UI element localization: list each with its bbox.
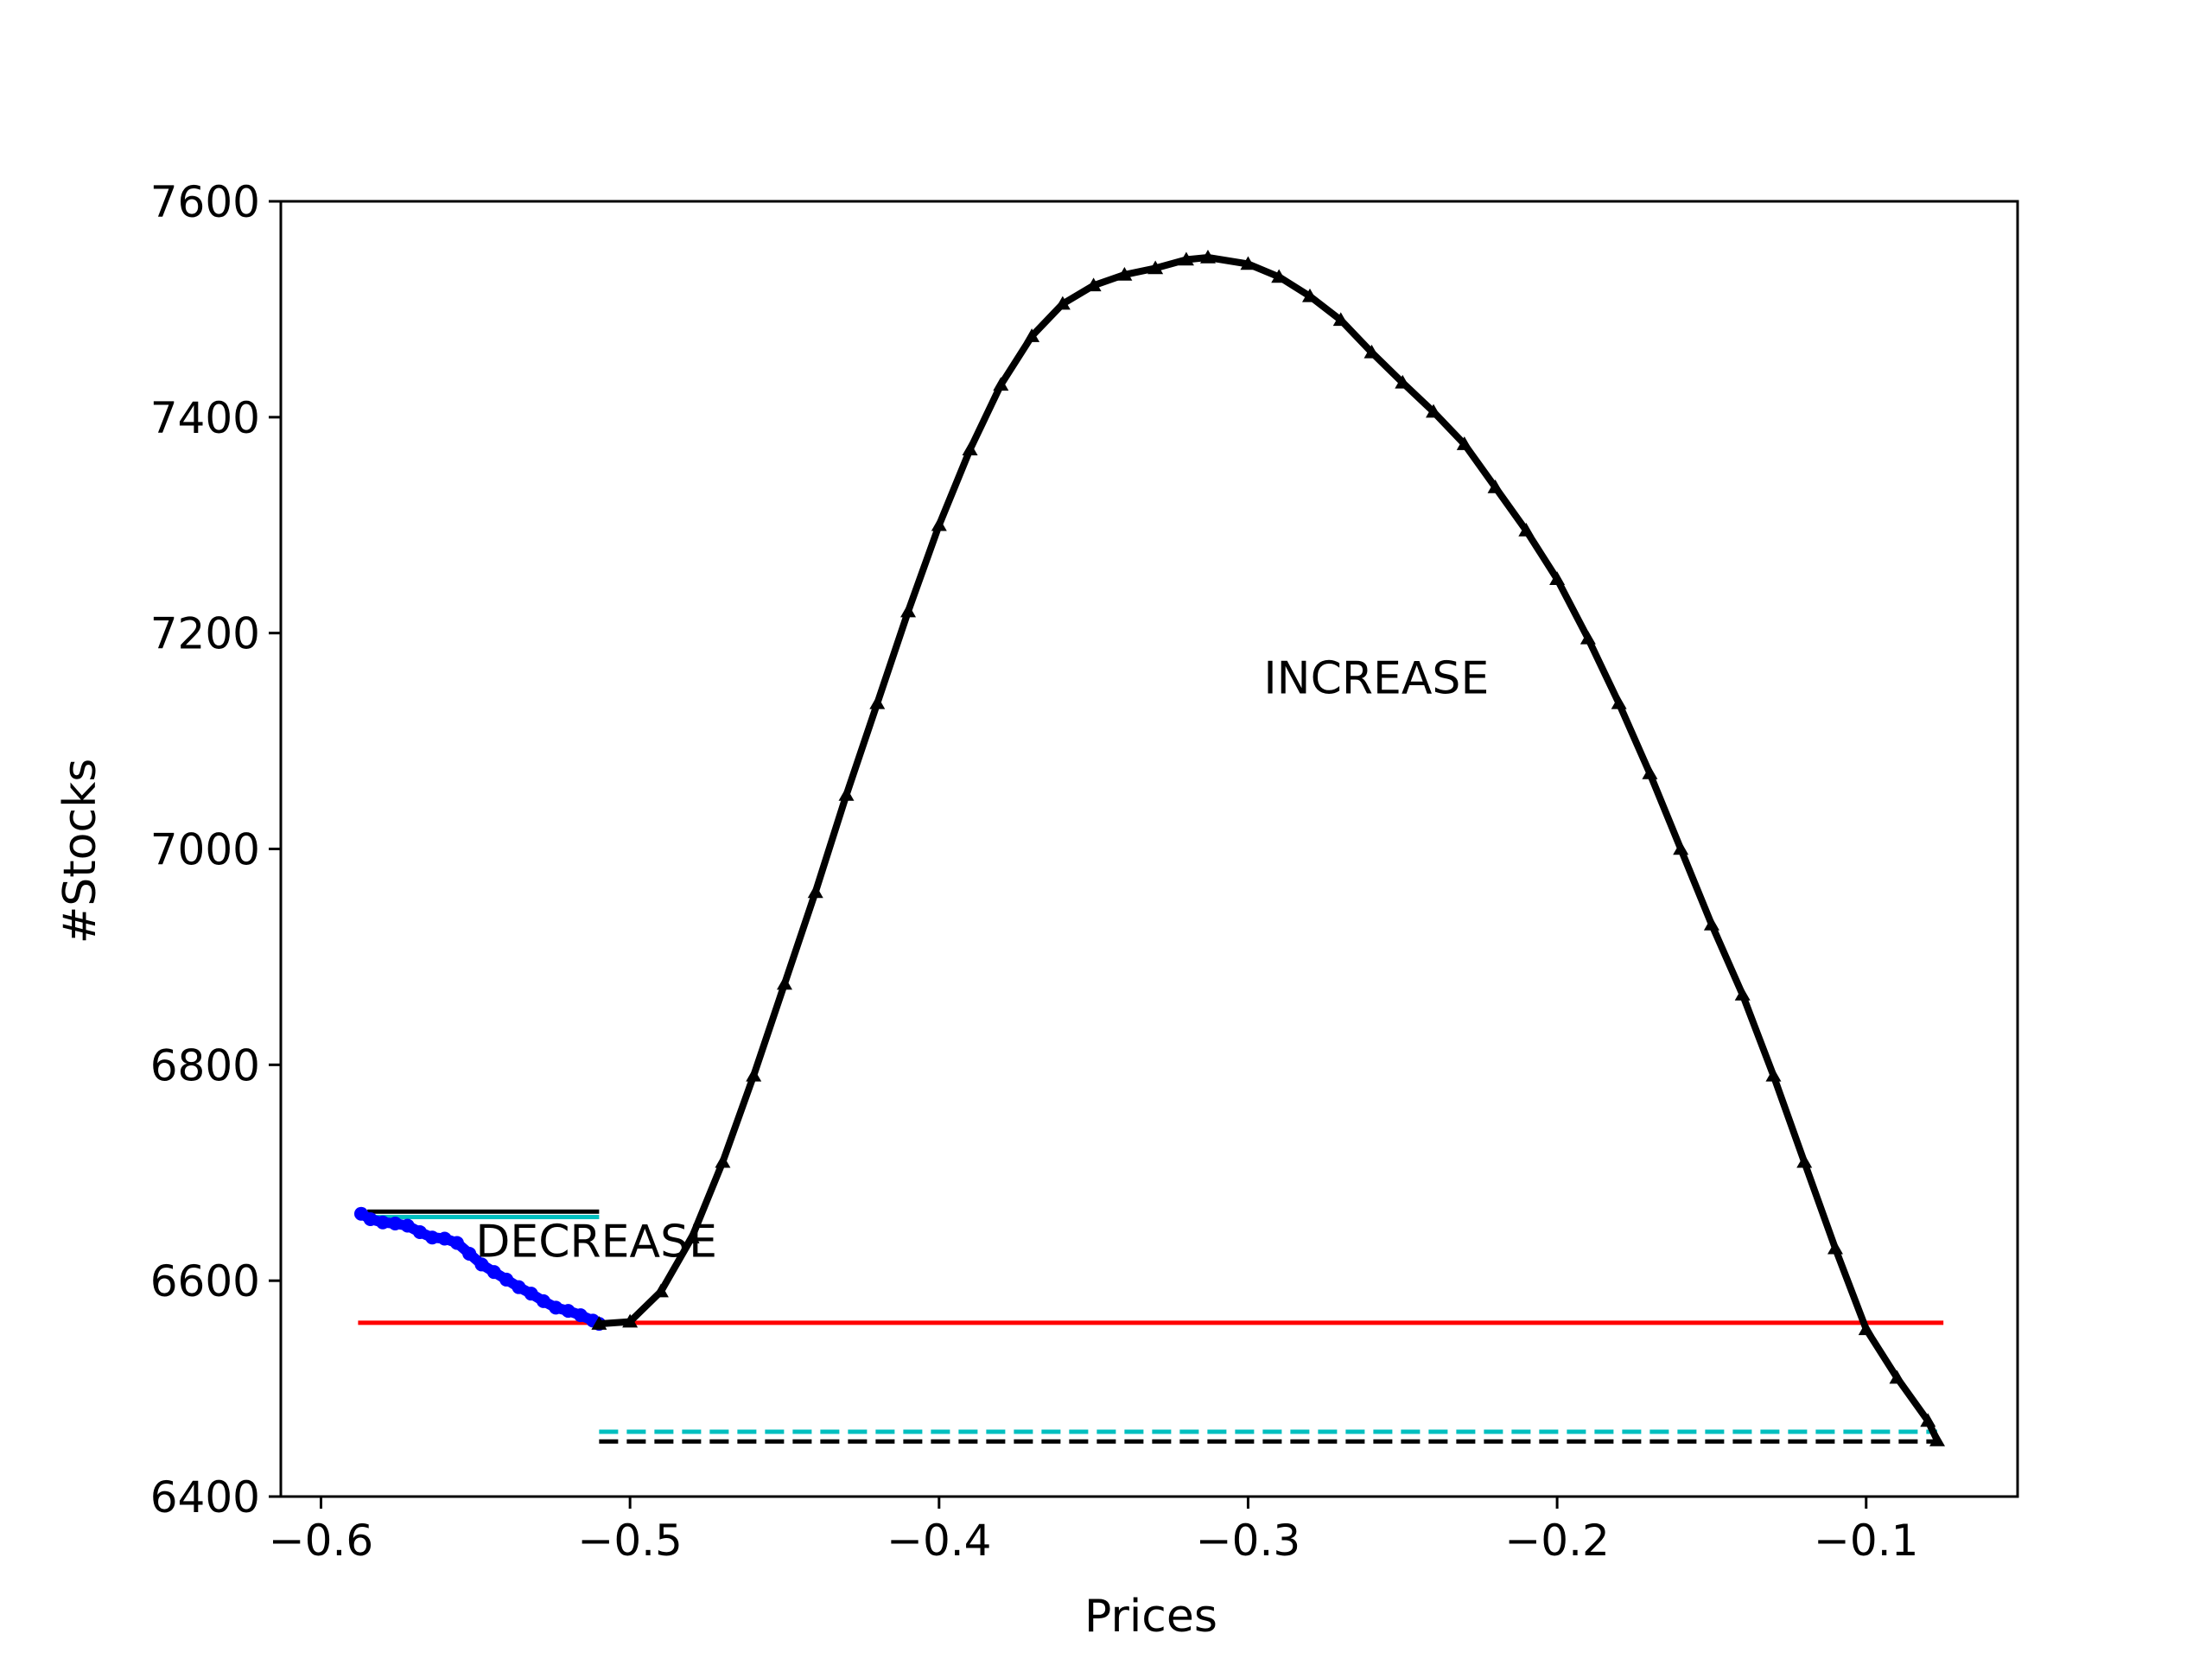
data-point	[1085, 277, 1102, 292]
data-point	[1765, 1067, 1782, 1082]
data-point	[931, 517, 947, 531]
data-point	[449, 1236, 464, 1250]
y-tick-label: 7400	[150, 393, 260, 443]
data-point	[962, 442, 978, 456]
data-point	[1332, 312, 1349, 327]
data-point	[1703, 916, 1719, 931]
data-point	[1116, 266, 1133, 281]
y-axis-label: #Stocks	[54, 759, 106, 944]
data-point	[425, 1230, 440, 1245]
data-point	[1734, 987, 1751, 1001]
data-point	[652, 1283, 669, 1298]
x-tick-label: −0.3	[1196, 1516, 1300, 1566]
data-point	[363, 1211, 378, 1226]
data-point	[1580, 630, 1596, 645]
data-point	[715, 1154, 731, 1168]
data-point	[776, 976, 792, 990]
annotation-decrease: DECREASE	[475, 1217, 717, 1268]
data-point	[746, 1067, 762, 1082]
data-point	[591, 1316, 607, 1330]
data-point	[412, 1224, 427, 1239]
data-point	[1024, 328, 1040, 342]
data-point	[1054, 296, 1071, 310]
data-point	[1426, 404, 1442, 418]
annotation-increase: INCREASE	[1263, 653, 1489, 705]
data-point	[1271, 269, 1287, 283]
data-point	[1796, 1154, 1813, 1168]
data-point	[1178, 251, 1194, 266]
x-tick-label: −0.5	[577, 1516, 682, 1566]
plot-area: DECREASE INCREASE	[353, 249, 1946, 1446]
data-point	[1147, 260, 1164, 275]
data-point	[1889, 1370, 1905, 1384]
data-point	[1240, 256, 1256, 270]
data-point	[400, 1218, 415, 1233]
data-point	[573, 1308, 588, 1323]
data-point	[1456, 436, 1472, 450]
data-point	[388, 1216, 403, 1230]
data-point	[1518, 522, 1535, 537]
y-tick-label: 7200	[150, 609, 260, 659]
data-point	[1929, 1433, 1946, 1446]
data-point	[1549, 571, 1566, 585]
x-tick-label: −0.6	[269, 1516, 373, 1566]
data-point	[1858, 1321, 1874, 1336]
y-tick-label: 7600	[150, 177, 260, 227]
data-point	[869, 695, 886, 709]
data-point	[1827, 1240, 1843, 1255]
data-point	[1199, 249, 1216, 264]
data-point	[807, 884, 823, 899]
data-point	[1363, 344, 1380, 359]
y-tick-label: 6600	[150, 1256, 260, 1306]
data-point	[900, 603, 917, 618]
data-point	[1301, 288, 1318, 302]
data-point	[437, 1231, 452, 1246]
data-point	[549, 1300, 563, 1315]
y-tick-label: 6800	[150, 1040, 260, 1090]
data-point	[1920, 1413, 1936, 1427]
axes: −0.6 −0.5 −0.4 −0.3 −0.2 −0.1 6400 6600 6800 7000…	[150, 177, 2019, 1566]
data-point	[1611, 695, 1627, 709]
data-point	[524, 1287, 538, 1301]
data-point	[499, 1272, 514, 1287]
y-tick-label: 6400	[150, 1472, 260, 1522]
data-point	[1487, 480, 1503, 493]
data-point	[1395, 374, 1411, 389]
data-point	[683, 1230, 700, 1243]
data-point	[512, 1280, 526, 1294]
data-point	[1673, 841, 1689, 855]
data-point	[486, 1265, 501, 1280]
data-point	[1642, 766, 1658, 779]
x-axis-label: Prices	[1084, 1591, 1217, 1643]
data-point	[474, 1257, 489, 1272]
x-tick-label: −0.2	[1504, 1516, 1609, 1566]
data-point	[622, 1313, 639, 1328]
data-point	[561, 1304, 575, 1319]
x-tick-label: −0.4	[887, 1516, 991, 1566]
data-point	[838, 787, 855, 801]
x-tick-label: −0.1	[1814, 1516, 1918, 1566]
data-point	[993, 377, 1009, 391]
data-point	[462, 1246, 477, 1261]
data-point	[376, 1215, 391, 1230]
data-point	[537, 1294, 551, 1308]
y-tick-label: 7000	[150, 825, 260, 875]
